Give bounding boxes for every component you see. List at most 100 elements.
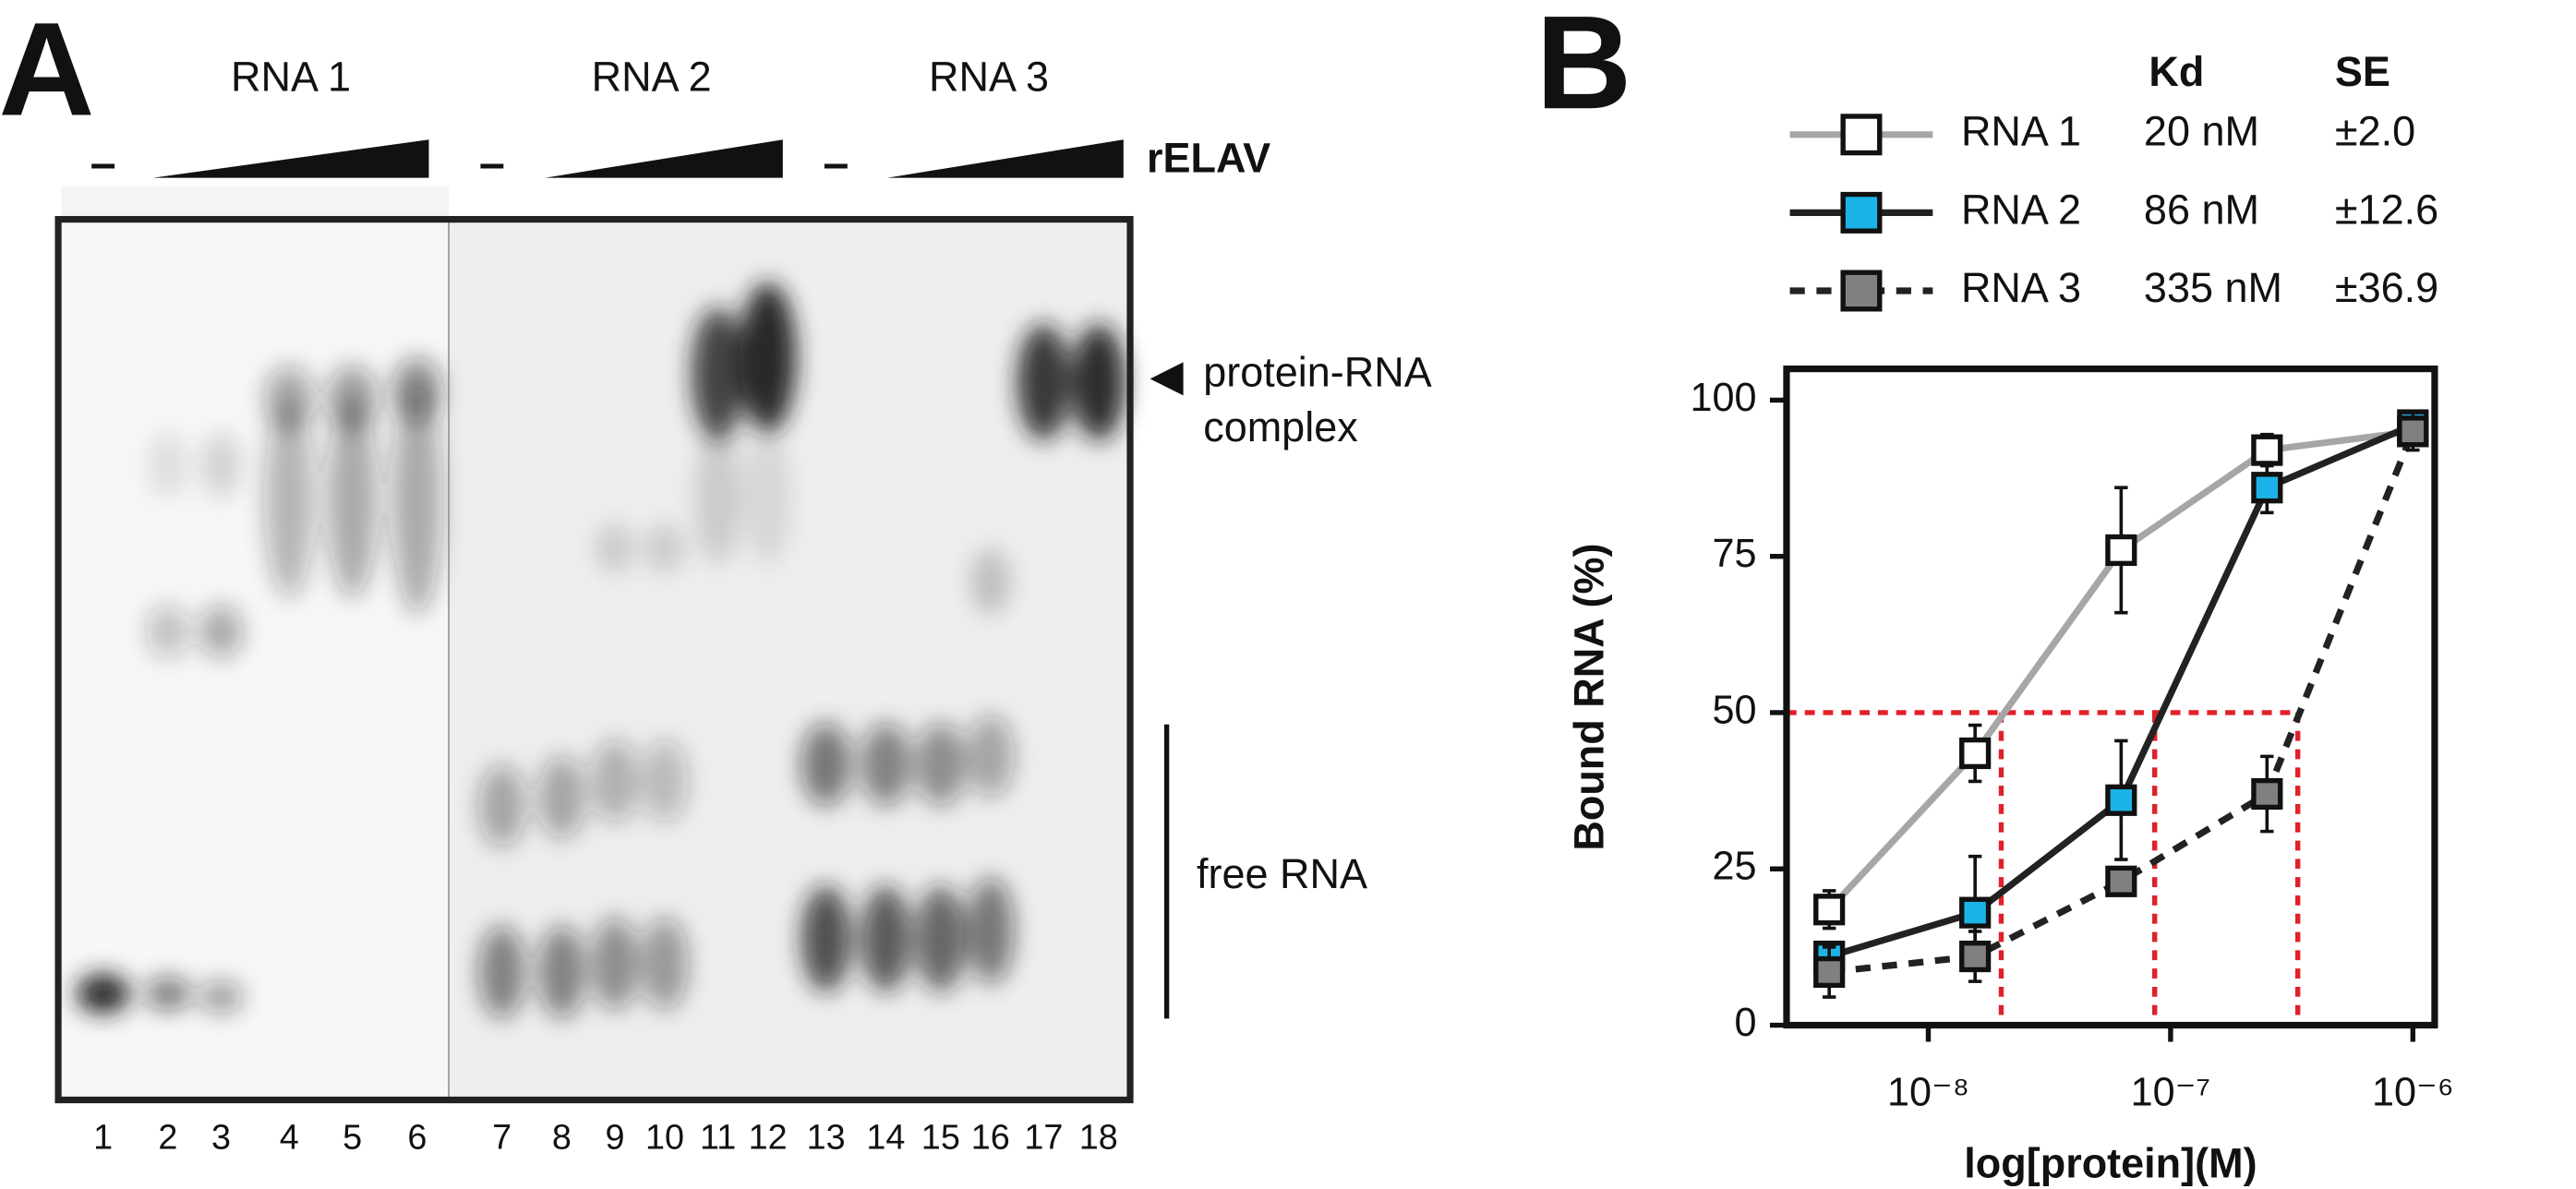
gel-band [391,356,442,424]
legend-kd: 86 nM [2144,186,2259,233]
x-tick-label: 10⁻⁶ [2372,1071,2454,1115]
gel-band [967,877,1015,984]
gel-band [327,365,378,432]
gel-band [1072,323,1125,440]
gel-band [800,722,851,806]
lane-number: 9 [606,1119,625,1158]
legend-label: RNA 1 [1961,108,2081,155]
gel-band [591,917,639,1011]
gel-band [1017,323,1071,440]
y-tick-label: 100 [1691,376,1757,420]
gel-frame [54,215,1134,1104]
lane-number: 7 [492,1119,512,1158]
lane-number: 13 [807,1119,846,1158]
y-tick-label: 75 [1713,532,1757,576]
gel-band [76,973,130,1014]
control-mark: – [90,136,116,188]
lane-number: 8 [552,1119,572,1158]
gel-band [144,977,192,1011]
concentration-wedge [152,139,429,178]
gel-band [538,925,585,1019]
panel-label: A [0,0,94,143]
gel-band [641,739,689,823]
lane-number: 5 [343,1119,362,1158]
chart: 0 25 50 75 100 10⁻⁸ 10⁻⁷ 10⁻⁶ log[protein](M) Bou… [1565,48,2453,1187]
y-tick-label: 50 [1713,688,1757,732]
data-point [2397,415,2429,448]
control-mark: – [479,136,505,188]
gel-band [478,763,525,847]
gel-band [148,431,188,498]
panel-label: B [1535,0,1631,137]
gel [54,186,1134,1104]
legend-header: Kd [2149,48,2204,95]
gel-band [641,917,689,1011]
legend-marker [1840,270,1883,312]
data-point [1959,940,1992,973]
data-point [2251,434,2283,466]
legend-label: RNA 2 [1961,186,2081,233]
legend-kd: 20 nM [2144,108,2259,155]
x-axis-label: log[protein](M) [1964,1139,2257,1186]
gel-band [967,714,1015,798]
lane-number: 15 [921,1119,960,1158]
lane-number: 10 [645,1119,684,1158]
y-tick-label: 0 [1735,1001,1757,1045]
lane-number: 14 [866,1119,905,1158]
gel-band [861,722,911,806]
gel-band [644,522,685,573]
lane-number: 16 [971,1119,1010,1158]
data-point [2251,777,2283,811]
data-point [2105,784,2137,816]
legend-se: ±12.6 [2335,186,2438,233]
gel-band [861,885,911,992]
legend-kd: 335 nM [2144,264,2282,311]
data-point [2105,534,2137,567]
gel-band [391,381,442,615]
group-label: RNA 1 [231,53,351,100]
gel-band [199,979,243,1014]
legend-se: ±36.9 [2335,264,2438,311]
control-mark: – [823,136,849,188]
data-point [1813,894,1846,926]
gel-band [264,365,315,432]
legend-se: ±2.0 [2335,108,2415,155]
data-point [2105,865,2137,897]
gel-background [58,219,450,1100]
lane-number: 1 [93,1119,113,1158]
data-point [1959,737,1992,770]
gel-band [146,605,190,658]
gel-band [591,739,639,823]
gel-band [970,547,1011,615]
gel-band [915,722,966,806]
gel-band [744,431,791,565]
gel-band [694,431,741,565]
lane-number: 12 [749,1119,788,1158]
lane-number: 2 [158,1119,177,1158]
legend-header: SE [2335,48,2390,95]
concentration-wedge [545,139,783,178]
gel-band [478,925,525,1019]
y-tick-label: 25 [1713,845,1757,889]
y-axis-label: Bound RNA (%) [1565,543,1612,850]
x-tick-label: 10⁻⁸ [1887,1071,1969,1115]
gel-band [691,306,745,440]
lane-number: 18 [1079,1119,1118,1158]
lane-number: 4 [280,1119,299,1158]
gel-band [915,885,966,992]
data-point [1813,955,1846,989]
lane-number: 6 [407,1119,427,1158]
group-label: RNA 2 [592,53,712,100]
legend-marker [1840,114,1883,156]
gel-band [538,755,585,839]
legend-marker [1840,191,1883,234]
complex-label: complex [1203,403,1358,450]
protein-label: rELAV [1147,134,1270,181]
complex-arrow [1150,362,1184,396]
gel-band [199,605,243,658]
group-label: RNA 3 [929,53,1049,100]
gel-band [200,431,242,498]
gel-band [327,398,378,598]
